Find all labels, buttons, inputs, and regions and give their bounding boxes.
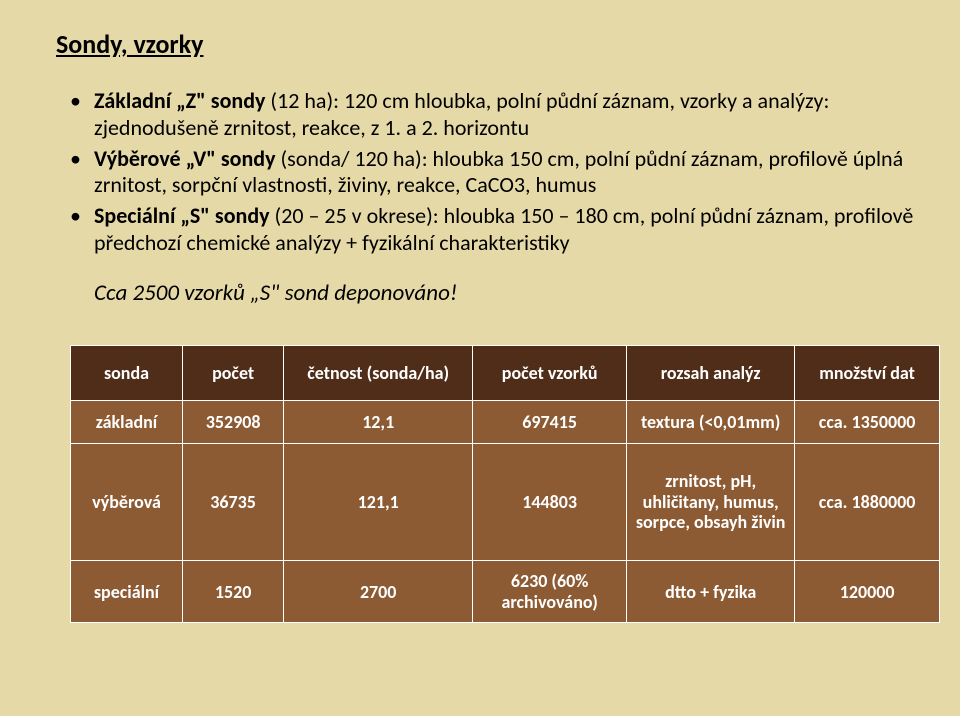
table-head: sonda počet četnost (sonda/ha) počet vzo… xyxy=(71,345,940,400)
cell-r2c0: speciální xyxy=(71,560,183,622)
cell-r2c4: dtto + fyzika xyxy=(627,560,795,622)
th-pocet: počet xyxy=(182,345,283,400)
th-sonda: sonda xyxy=(71,345,183,400)
table-header-row: sonda počet četnost (sonda/ha) počet vzo… xyxy=(71,345,940,400)
table-row: základní 352908 12,1 697415 textura (<0,… xyxy=(71,400,940,443)
cell-r0c1: 352908 xyxy=(182,400,283,443)
th-rozsah: rozsah analýz xyxy=(627,345,795,400)
cell-r0c4: textura (<0,01mm) xyxy=(627,400,795,443)
table-body: základní 352908 12,1 697415 textura (<0,… xyxy=(71,400,940,622)
bullet-1-bold: Základní „Z" sondy xyxy=(94,87,265,114)
bullet-2-bold: Výběrové „V" sondy xyxy=(94,145,276,172)
cell-r0c5: cca. 1350000 xyxy=(795,400,940,443)
th-vzorku: počet vzorků xyxy=(473,345,627,400)
cell-r1c2: 121,1 xyxy=(284,443,473,560)
cell-r2c2: 2700 xyxy=(284,560,473,622)
th-cetnost: četnost (sonda/ha) xyxy=(284,345,473,400)
cell-r2c5: 120000 xyxy=(795,560,940,622)
cell-r2c3: 6230 (60% archivováno) xyxy=(473,560,627,622)
table-row: speciální 1520 2700 6230 (60% archivován… xyxy=(71,560,940,622)
cell-r1c4: zrnitost, pH, uhličitany, humus, sorpce,… xyxy=(627,443,795,560)
cell-r0c0: základní xyxy=(71,400,183,443)
bullet-list: Základní „Z" sondy (12 ha): 120 cm hloub… xyxy=(56,88,916,257)
data-table: sonda počet četnost (sonda/ha) počet vzo… xyxy=(70,345,940,623)
table-row: výběrová 36735 121,1 144803 zrnitost, pH… xyxy=(71,443,940,560)
cell-r1c0: výběrová xyxy=(71,443,183,560)
bullet-item-3: Speciální „S" sondy (20 – 25 v okrese): … xyxy=(56,203,916,257)
page-title: Sondy, vzorky xyxy=(56,28,916,60)
cell-r1c1: 36735 xyxy=(182,443,283,560)
cell-r2c1: 1520 xyxy=(182,560,283,622)
th-mnozstvi: množství dat xyxy=(795,345,940,400)
slide-page: Sondy, vzorky Základní „Z" sondy (12 ha)… xyxy=(0,0,960,716)
bullet-item-1: Základní „Z" sondy (12 ha): 120 cm hloub… xyxy=(56,88,916,142)
cell-r0c2: 12,1 xyxy=(284,400,473,443)
cell-r1c5: cca. 1880000 xyxy=(795,443,940,560)
cell-r1c3: 144803 xyxy=(473,443,627,560)
cell-r0c3: 697415 xyxy=(473,400,627,443)
bullet-item-2: Výběrové „V" sondy (sonda/ 120 ha): hlou… xyxy=(56,146,916,200)
bullet-3-bold: Speciální „S" sondy xyxy=(94,202,270,229)
italic-summary: Cca 2500 vzorků „S" sond deponováno! xyxy=(56,279,916,307)
